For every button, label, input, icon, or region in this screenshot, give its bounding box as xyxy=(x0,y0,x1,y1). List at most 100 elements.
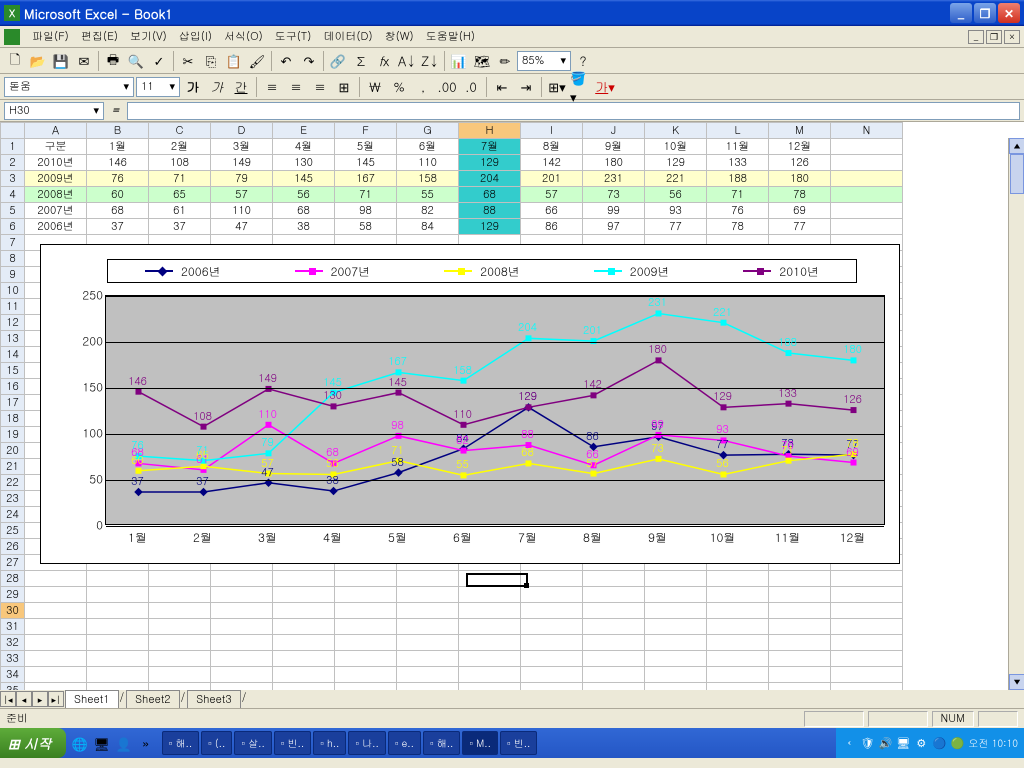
tab-prev-icon[interactable]: ◂ xyxy=(16,691,32,707)
cell[interactable] xyxy=(25,635,87,651)
format-painter-icon[interactable]: 🖌 xyxy=(246,50,268,72)
cell[interactable]: 6월 xyxy=(397,139,459,155)
currency-icon[interactable]: ₩ xyxy=(364,76,386,98)
row-header[interactable]: 15 xyxy=(1,363,25,379)
cell[interactable]: 11월 xyxy=(707,139,769,155)
cell[interactable]: 221 xyxy=(645,171,707,187)
cell[interactable] xyxy=(583,619,645,635)
cell[interactable] xyxy=(149,667,211,683)
ie-icon[interactable]: 🌐 xyxy=(70,733,90,753)
col-header[interactable]: J xyxy=(583,123,645,139)
cell[interactable] xyxy=(831,187,903,203)
cell[interactable]: 9월 xyxy=(583,139,645,155)
cell[interactable] xyxy=(831,603,903,619)
cell[interactable] xyxy=(273,635,335,651)
cell[interactable]: 98 xyxy=(335,203,397,219)
cell[interactable] xyxy=(25,587,87,603)
sum-icon[interactable]: Σ xyxy=(350,50,372,72)
cell[interactable] xyxy=(831,155,903,171)
cell[interactable]: 84 xyxy=(397,219,459,235)
taskbar-item[interactable]: ▫살.. xyxy=(234,731,271,755)
cell[interactable] xyxy=(769,651,831,667)
align-right-icon[interactable]: ≡ xyxy=(309,76,331,98)
col-header[interactable]: D xyxy=(211,123,273,139)
font-color-icon[interactable]: 가▾ xyxy=(594,76,616,98)
cell[interactable]: 97 xyxy=(583,219,645,235)
cell[interactable] xyxy=(149,635,211,651)
cell[interactable] xyxy=(149,603,211,619)
cell[interactable]: 78 xyxy=(707,219,769,235)
italic-button[interactable]: 가 xyxy=(206,76,228,98)
cell[interactable] xyxy=(707,603,769,619)
bold-button[interactable]: 가 xyxy=(182,76,204,98)
cell[interactable] xyxy=(335,619,397,635)
row-header[interactable]: 7 xyxy=(1,235,25,251)
cell[interactable] xyxy=(25,651,87,667)
sheet-tab[interactable]: Sheet1 xyxy=(65,690,119,708)
cell[interactable] xyxy=(25,667,87,683)
taskbar-item[interactable]: ▫빈.. xyxy=(500,731,537,755)
row-header[interactable]: 21 xyxy=(1,459,25,475)
row-header[interactable]: 26 xyxy=(1,539,25,555)
cell[interactable]: 142 xyxy=(521,155,583,171)
cell[interactable] xyxy=(769,603,831,619)
cell[interactable] xyxy=(335,667,397,683)
cell[interactable]: 2006년 xyxy=(25,219,87,235)
cell[interactable] xyxy=(769,635,831,651)
cell[interactable] xyxy=(831,139,903,155)
cell[interactable]: 1월 xyxy=(87,139,149,155)
cell[interactable] xyxy=(397,635,459,651)
cell[interactable]: 7월 xyxy=(459,139,521,155)
cell[interactable] xyxy=(149,587,211,603)
cell[interactable]: 108 xyxy=(149,155,211,171)
cell[interactable]: 88 xyxy=(459,203,521,219)
desktop-icon[interactable]: 🖥 xyxy=(92,733,112,753)
cell[interactable] xyxy=(87,635,149,651)
cell[interactable]: 3월 xyxy=(211,139,273,155)
cell[interactable] xyxy=(459,635,521,651)
cell[interactable] xyxy=(707,571,769,587)
formula-input[interactable] xyxy=(127,102,1020,120)
cell[interactable]: 37 xyxy=(87,219,149,235)
cell[interactable] xyxy=(211,603,273,619)
fx-icon[interactable]: fx xyxy=(373,50,395,72)
cell[interactable] xyxy=(583,667,645,683)
cell[interactable]: 71 xyxy=(149,171,211,187)
cell[interactable] xyxy=(707,635,769,651)
taskbar-item[interactable]: ▫h.. xyxy=(313,731,346,755)
cell[interactable]: 47 xyxy=(211,219,273,235)
tab-first-icon[interactable]: |◂ xyxy=(0,691,16,707)
cell[interactable]: 5월 xyxy=(335,139,397,155)
row-header[interactable]: 4 xyxy=(1,187,25,203)
cell[interactable]: 158 xyxy=(397,171,459,187)
cell[interactable] xyxy=(397,619,459,635)
cell[interactable] xyxy=(645,619,707,635)
cell[interactable]: 구분 xyxy=(25,139,87,155)
cell[interactable]: 188 xyxy=(707,171,769,187)
map-icon[interactable]: 🗺 xyxy=(471,50,493,72)
tray-icon[interactable]: 🟢 xyxy=(950,736,964,750)
cell[interactable] xyxy=(397,587,459,603)
tray-icon[interactable]: 🖥 xyxy=(896,736,910,750)
drawing-icon[interactable]: ✏ xyxy=(494,50,516,72)
align-left-icon[interactable]: ≡ xyxy=(261,76,283,98)
taskbar-item[interactable]: ▫해.. xyxy=(162,731,199,755)
taskbar-item[interactable]: ▫e.. xyxy=(388,731,421,755)
cell[interactable] xyxy=(831,587,903,603)
row-header[interactable]: 1 xyxy=(1,139,25,155)
cell[interactable] xyxy=(459,571,521,587)
sheet-tab[interactable]: Sheet2 xyxy=(126,690,180,708)
row-header[interactable]: 29 xyxy=(1,587,25,603)
cell[interactable] xyxy=(211,619,273,635)
cell[interactable]: 2008년 xyxy=(25,187,87,203)
cell[interactable]: 58 xyxy=(335,219,397,235)
cell[interactable] xyxy=(397,603,459,619)
cell[interactable] xyxy=(211,587,273,603)
fill-color-icon[interactable]: 🪣▾ xyxy=(570,76,592,98)
menu-item[interactable]: 파일(F) xyxy=(26,27,75,46)
cell[interactable]: 56 xyxy=(645,187,707,203)
cell[interactable] xyxy=(831,219,903,235)
row-header[interactable]: 3 xyxy=(1,171,25,187)
cell[interactable] xyxy=(335,635,397,651)
horizontal-scrollbar[interactable] xyxy=(380,690,1008,708)
